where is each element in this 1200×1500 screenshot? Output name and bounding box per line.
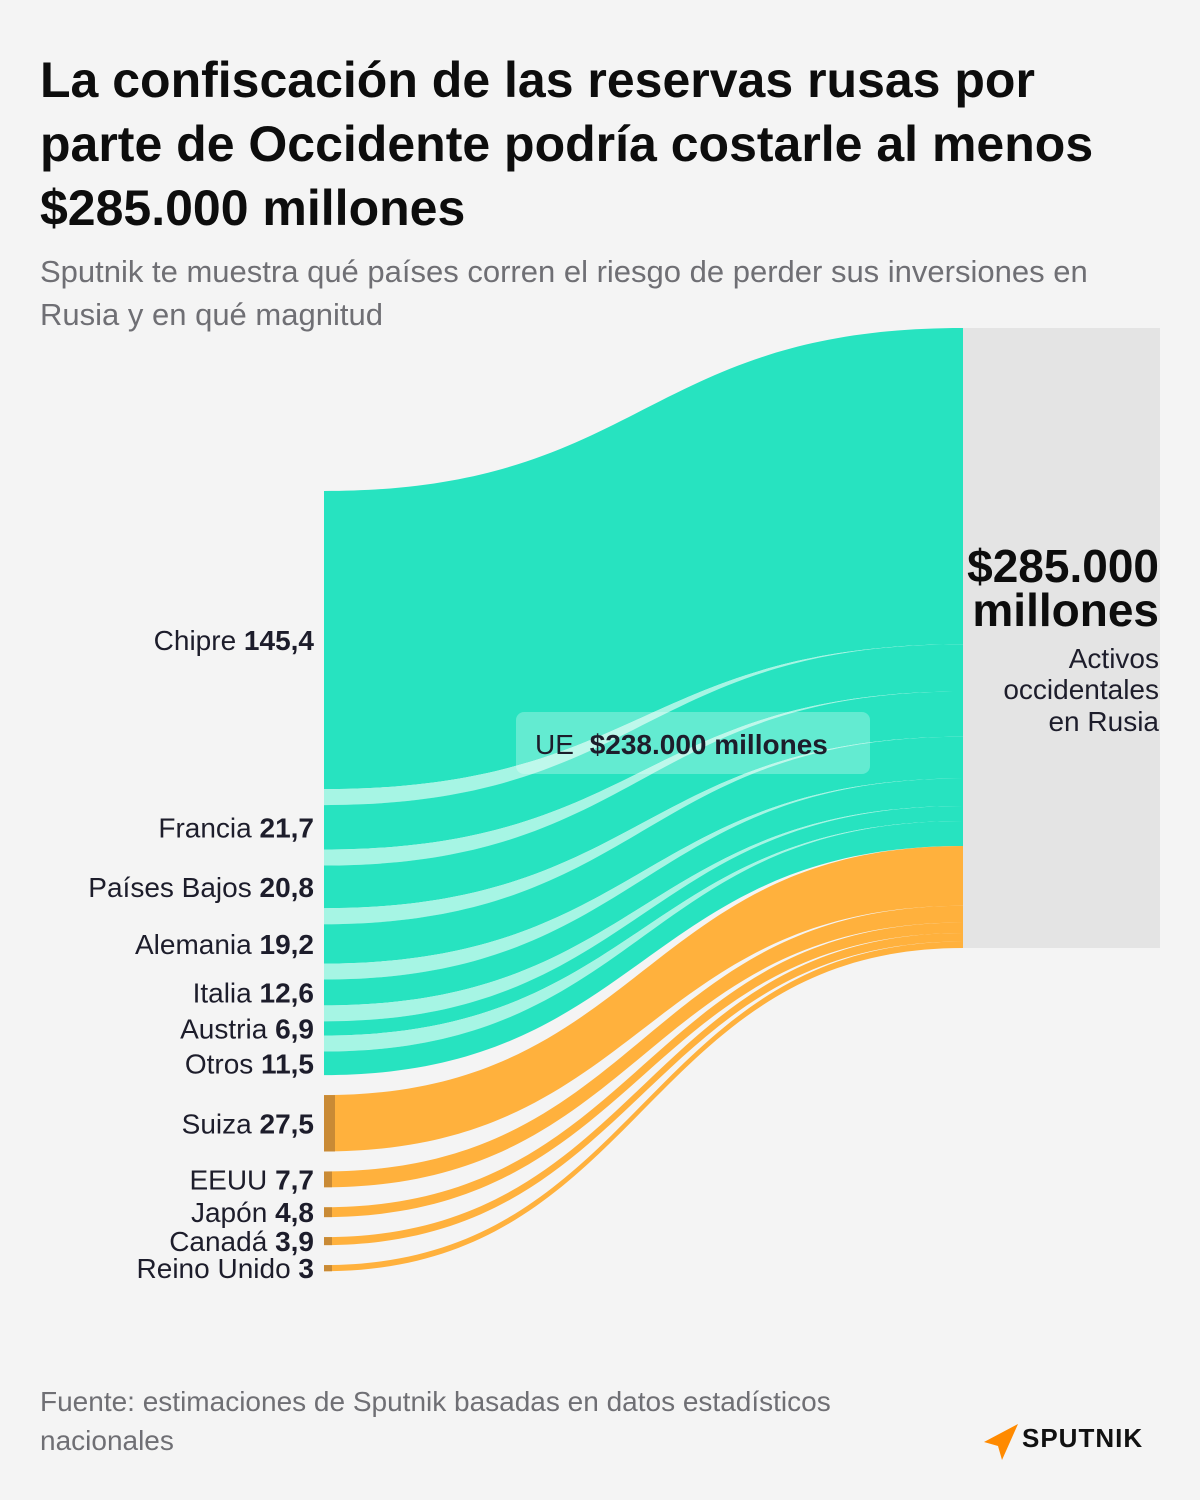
- labels-group: Chipre 145,4 Francia 21,7 Países Bajos 20,…: [88, 625, 314, 1284]
- sputnik-logo-text: SPUTNIK: [1022, 1423, 1144, 1453]
- flow-italia: [324, 778, 963, 1006]
- target-text: $285.000 millones Activos occidentales e…: [967, 540, 1159, 737]
- source-label-otros: Otros 11,5: [185, 1048, 314, 1079]
- target-node: [963, 328, 1160, 948]
- target-amount: $285.000: [967, 540, 1159, 592]
- eu-label-prefix: UE: [535, 729, 574, 760]
- flows-group: [324, 328, 963, 1272]
- source-label-chipre: Chipre 145,4: [154, 625, 315, 656]
- source-bar-reino-unido: [324, 1265, 332, 1272]
- source-label-paises-bajos: Países Bajos 20,8: [88, 872, 314, 903]
- flow-paises-bajos: [324, 691, 963, 909]
- source-label-canada: Canadá 3,9: [169, 1226, 314, 1257]
- svg-text:UE $238.000 millones: UE $238.000 millones: [535, 729, 828, 760]
- flow-austria: [324, 805, 963, 1036]
- flow-eeuu: [324, 905, 963, 1188]
- flow-francia: [324, 644, 963, 850]
- chart-subtitle: Sputnik te muestra qué países corren el …: [40, 254, 1088, 332]
- flow-japon: [324, 922, 963, 1218]
- flow-separator-otros: [324, 820, 963, 1052]
- flow-otros: [324, 820, 963, 1076]
- source-label-italia: Italia 12,6: [193, 977, 314, 1008]
- source-label-japon: Japón 4,8: [191, 1197, 314, 1228]
- eu-callout: UE $238.000 millones: [516, 712, 870, 774]
- target-caption-1: Activos: [1069, 643, 1159, 674]
- source-label-alemania: Alemania 19,2: [135, 929, 314, 960]
- flow-chipre: [324, 328, 963, 790]
- flow-alemania: [324, 736, 963, 964]
- target-caption-3: en Rusia: [1048, 706, 1159, 737]
- source-bar-suiza: [324, 1095, 335, 1152]
- source-label-francia: Francia 21,7: [158, 812, 314, 843]
- chart-title: La confiscación de las reservas rusas po…: [40, 52, 1094, 236]
- target-caption-2: occidentales: [1003, 674, 1159, 705]
- target-amount-unit: millones: [972, 584, 1159, 636]
- source-label-reino-unido: Reino Unido 3: [137, 1253, 314, 1284]
- source-note: Fuente: estimaciones de Sputnik basadas …: [40, 1386, 831, 1456]
- source-bar-eeuu: [324, 1171, 332, 1188]
- flow-canada: [324, 932, 963, 1246]
- source-label-suiza: Suiza 27,5: [182, 1108, 314, 1139]
- source-label-eeuu: EEUU 7,7: [189, 1164, 314, 1195]
- source-label-austria: Austria 6,9: [180, 1013, 314, 1044]
- source-bar-canada: [324, 1237, 332, 1246]
- sputnik-logo-icon: [984, 1424, 1018, 1460]
- sputnik-logo: SPUTNIK: [984, 1420, 1164, 1464]
- eu-label-amount: $238.000 millones: [590, 729, 828, 760]
- flow-suiza: [324, 845, 963, 1152]
- flow-reino-unido: [324, 941, 963, 1272]
- source-bar-japon: [324, 1207, 332, 1218]
